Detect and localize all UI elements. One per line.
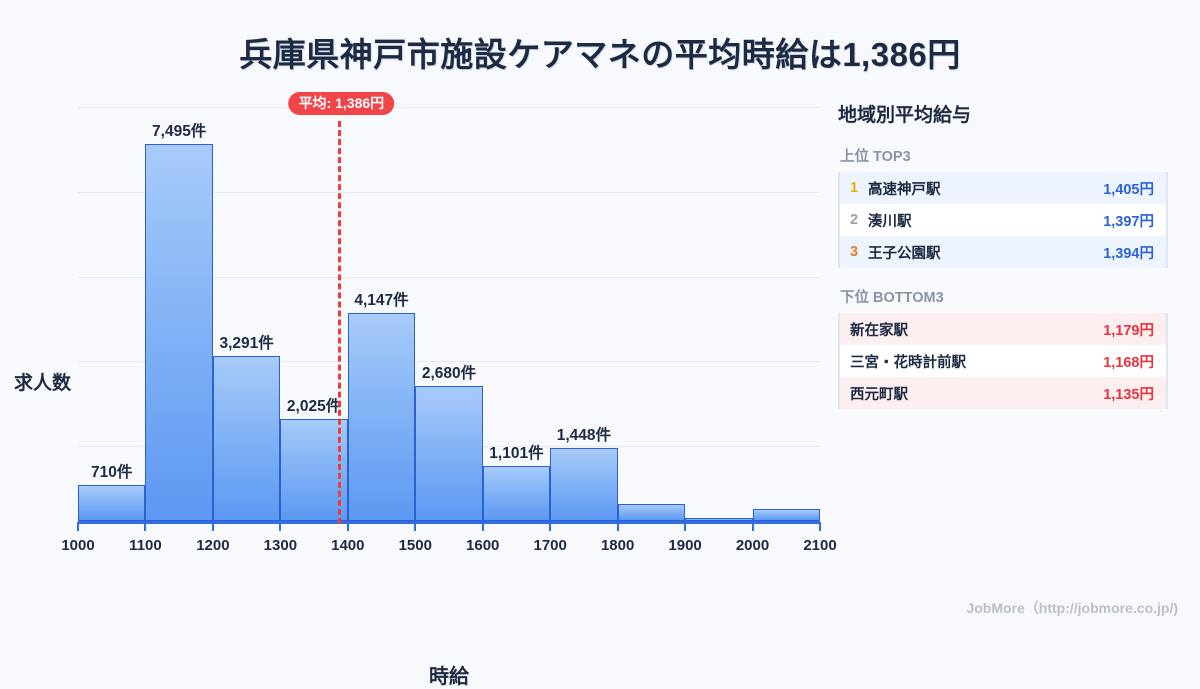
rank-wage-value: 1,135円 [1103,386,1154,403]
bottom3-table: 新在家駅 1,179円三宮・花時計前駅 1,168円西元町駅 1,135円 [838,313,1168,409]
x-axis-tick [346,522,349,531]
x-axis-tick [616,522,619,531]
histogram-bar: 1,448件 [550,427,618,521]
x-axis-title: 時給 [429,666,469,688]
rank-wage-value: 1,394円 [1103,245,1154,262]
page-title: 兵庫県神戸市施設ケアマネの平均時給は1,386円 [239,36,961,73]
x-axis-tick [144,522,147,531]
watermark: JobMore（http://jobmore.co.jp/) [966,600,1178,616]
rank-station-name: 湊川駅 [868,213,912,230]
x-axis-tick [684,522,687,531]
rank-station-name: 西元町駅 [850,386,908,403]
x-axis-tick-label: 2100 [803,537,837,554]
average-badge: 平均: 1,386円 [288,92,395,115]
rank-wage-value: 1,179円 [1103,322,1154,339]
histogram-bar: 2,025件 [280,398,348,521]
x-axis-line [78,521,820,524]
regional-average-panel: 地域別平均給与 上位 TOP3 1 高速神戸駅 1,405円 2 湊川駅 1,397円 3 王… [838,100,1168,427]
histogram-bar [617,503,686,521]
x-axis-tick [414,522,417,531]
bar-value-label: 1,101件 [489,444,544,462]
rank-station-name: 三宮・花時計前駅 [850,354,966,371]
bar-value-label: 2,680件 [421,365,477,383]
bar-value-label: 7,495件 [152,123,207,141]
rank-row[interactable]: 三宮・花時計前駅 1,168円 [840,345,1166,377]
bottom3-label: 下位 BOTTOM3 [840,290,944,306]
top3-label: 上位 TOP3 [840,149,911,165]
x-axis-tick-label: 1800 [600,537,635,554]
histogram-bar: 3,291件 [212,335,281,521]
rank-row[interactable]: 1 高速神戸駅 1,405円 [840,172,1166,204]
bar-series: 710件 7,495件 3,291件 2,025件 4,147件 2,680件 1,101件… [78,99,820,521]
plot-area: 710件 7,495件 3,291件 2,025件 4,147件 2,680件 1,101件… [61,92,837,554]
rank-wage-value: 1,168円 [1103,354,1154,371]
x-axis-tick-label: 1200 [196,537,230,554]
histogram-bar: 7,495件 [145,123,213,521]
rank-number: 2 [850,212,859,228]
bar-value-label: 3,291件 [219,334,274,352]
rank-number: 1 [850,180,859,196]
gridline [78,107,820,108]
histogram-bar: 710件 [78,464,146,521]
rank-row[interactable]: 新在家駅 1,179円 [840,313,1166,345]
x-axis-tick [549,522,552,531]
rank-station-name: 高速神戸駅 [868,181,941,198]
gridline [78,361,820,362]
x-axis-tick-label: 1300 [263,537,298,554]
histogram-bar [685,518,753,521]
x-axis-tick-label: 1400 [331,537,365,554]
rank-station-name: 新在家駅 [850,322,908,339]
rank-number: 3 [850,244,859,260]
x-axis-tick-label: 1000 [61,537,95,554]
x-axis-tick [77,522,79,531]
x-axis-tick [279,522,282,531]
x-axis-tick [481,522,484,531]
x-axis-tick-label: 1500 [398,537,432,554]
bar-value-label: 1,448件 [556,427,612,445]
top3-table: 1 高速神戸駅 1,405円 2 湊川駅 1,397円 3 王子公園駅 1,394円 [838,172,1168,268]
x-axis-tick [751,522,754,531]
rank-wage-value: 1,397円 [1103,213,1154,230]
histogram-bar: 4,147件 [347,292,416,521]
histogram-bar [752,509,820,521]
histogram-chart: 求人数 710件 7,495件 3,291件 2,025件 4,147件 2,680件 1,… [0,90,840,688]
x-axis-tick-label: 2000 [735,537,770,554]
y-axis-title: 求人数 [14,373,72,394]
bar-value-label: 4,147件 [354,291,409,309]
x-axis-tick [211,522,214,531]
gridline [78,277,820,278]
x-axis-tick-label: 1700 [533,537,567,554]
average-line: 平均: 1,386円 [288,92,395,524]
x-axis-tick-label: 1600 [466,537,500,554]
bar-value-label: 710件 [91,464,133,482]
histogram-bar: 2,680件 [415,365,483,521]
gridline [78,192,820,193]
rank-wage-value: 1,405円 [1103,181,1154,198]
rank-station-name: 王子公園駅 [868,245,941,262]
rank-row[interactable]: 3 王子公園駅 1,394円 [840,236,1166,268]
x-axis-tick-label: 1900 [668,537,702,554]
bar-value-label: 2,025件 [286,398,342,416]
histogram-bar: 1,101件 [482,445,551,521]
rank-row[interactable]: 2 湊川駅 1,397円 [840,204,1166,236]
sidebar-heading: 地域別平均給与 [838,105,972,126]
x-axis-tick [819,522,821,531]
x-axis-tick-label: 1100 [129,537,162,554]
rank-row[interactable]: 西元町駅 1,135円 [840,377,1166,409]
